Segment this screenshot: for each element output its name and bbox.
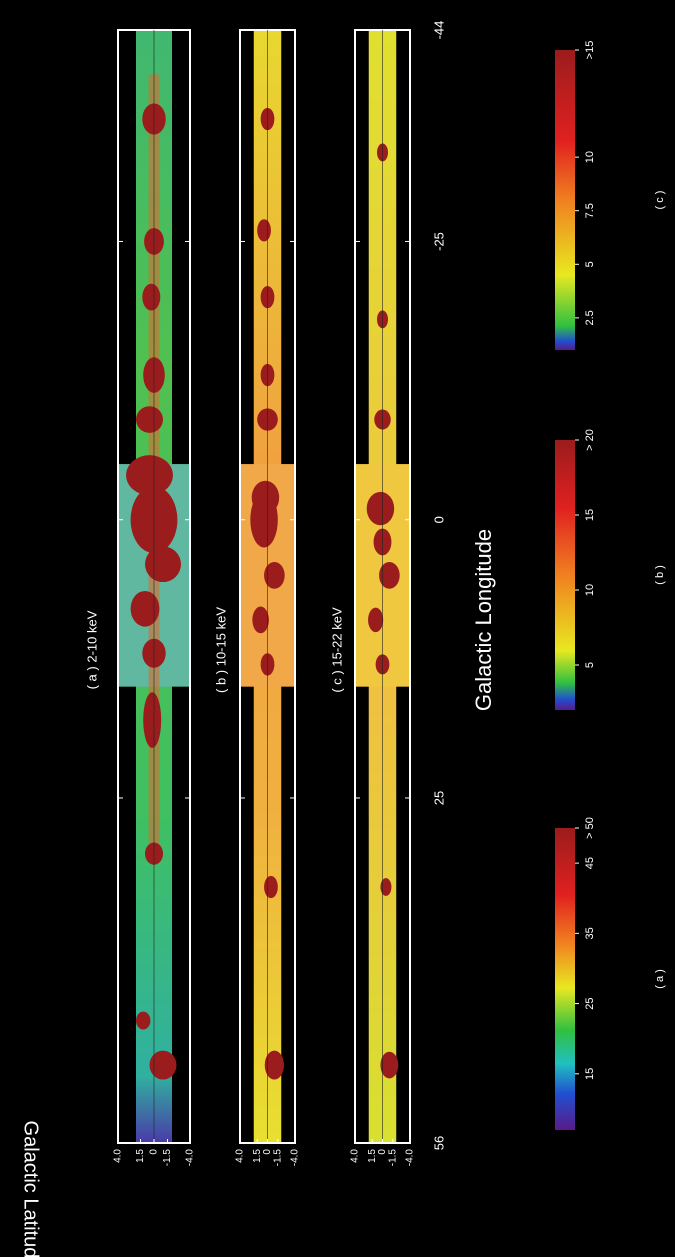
y-tick-label: -1.5	[387, 1149, 398, 1167]
source-blob	[380, 878, 392, 896]
colorbar-tick-label: > 50	[584, 817, 596, 839]
y-tick-label: 1.5	[367, 1149, 378, 1163]
colorbar-tick-label: 45	[584, 857, 596, 869]
panel-title: ( b ) 10-15 keV	[213, 607, 228, 693]
colorbar-tick-label: 35	[584, 927, 596, 939]
colorbar-tick-label: 7.5	[584, 203, 596, 218]
source-blob	[368, 607, 384, 633]
y-tick-label: 4.0	[113, 1149, 124, 1163]
colorbar-tick-label: 15	[584, 509, 596, 521]
y-tick-label: 4.0	[235, 1149, 246, 1163]
y-tick-label: 1.5	[135, 1149, 146, 1163]
y-tick-label: -4.0	[185, 1149, 196, 1167]
source-blob	[250, 491, 278, 548]
source-blob	[136, 406, 163, 433]
figure-body: Galactic Longitude Galactic Latitude ( a…	[20, 21, 666, 1257]
colorbar-tick-label: > 20	[584, 429, 596, 451]
source-blob	[143, 692, 162, 748]
colorbar-label: ( b )	[654, 565, 666, 585]
x-axis-label: Galactic Longitude	[471, 529, 496, 711]
source-blob	[142, 283, 161, 311]
source-blob	[264, 562, 285, 589]
colorbar-tick-label: 10	[584, 151, 596, 163]
source-blob	[366, 491, 395, 526]
colorbar-tick-label: 2.5	[584, 310, 596, 325]
source-blob	[149, 1050, 177, 1080]
source-blob	[126, 455, 173, 496]
source-blob	[252, 606, 269, 634]
y-tick-label: -4.0	[405, 1149, 416, 1167]
y-tick-label: -1.5	[162, 1149, 173, 1167]
colorbar-tick-label: 5	[584, 662, 596, 668]
colorbar	[555, 440, 575, 710]
source-blob	[257, 219, 271, 242]
x-tick-label: 56	[431, 1136, 446, 1150]
y-tick-label: 4.0	[350, 1149, 361, 1163]
source-blob	[379, 562, 400, 589]
source-blob	[136, 1011, 151, 1030]
panel-title: ( c ) 15-22 keV	[329, 607, 344, 693]
x-tick-label: 0	[431, 516, 446, 523]
source-blob	[145, 546, 181, 583]
source-blob	[264, 1050, 284, 1080]
x-tick-label: -25	[431, 232, 446, 251]
y-tick-label: 1.5	[252, 1149, 263, 1163]
colorbar-label: ( c )	[654, 191, 666, 210]
y-tick-label: 0	[377, 1149, 388, 1155]
y-tick-label: -4.0	[290, 1149, 301, 1167]
colorbar-tick-label: 10	[584, 584, 596, 596]
panel-title: ( a ) 2-10 keV	[84, 610, 99, 689]
colorbar-tick-label: 5	[584, 261, 596, 267]
colorbar-tick-label: 25	[584, 997, 596, 1009]
y-tick-label: -1.5	[272, 1149, 283, 1167]
colorbar	[555, 50, 575, 350]
colorbar-label: ( a )	[654, 969, 666, 989]
source-blob	[380, 1051, 399, 1079]
source-blob	[130, 590, 160, 627]
y-tick-label: 0	[262, 1149, 273, 1155]
x-tick-label: 25	[431, 791, 446, 805]
y-tick-label: 0	[149, 1149, 160, 1155]
colorbar-tick-label: 15	[584, 1068, 596, 1080]
source-blob	[264, 875, 278, 899]
y-axis-label: Galactic Latitude	[20, 1121, 42, 1257]
x-tick-label: -44	[431, 21, 446, 40]
colorbar	[555, 828, 575, 1130]
colorbar-tick-label: >15	[584, 41, 596, 60]
